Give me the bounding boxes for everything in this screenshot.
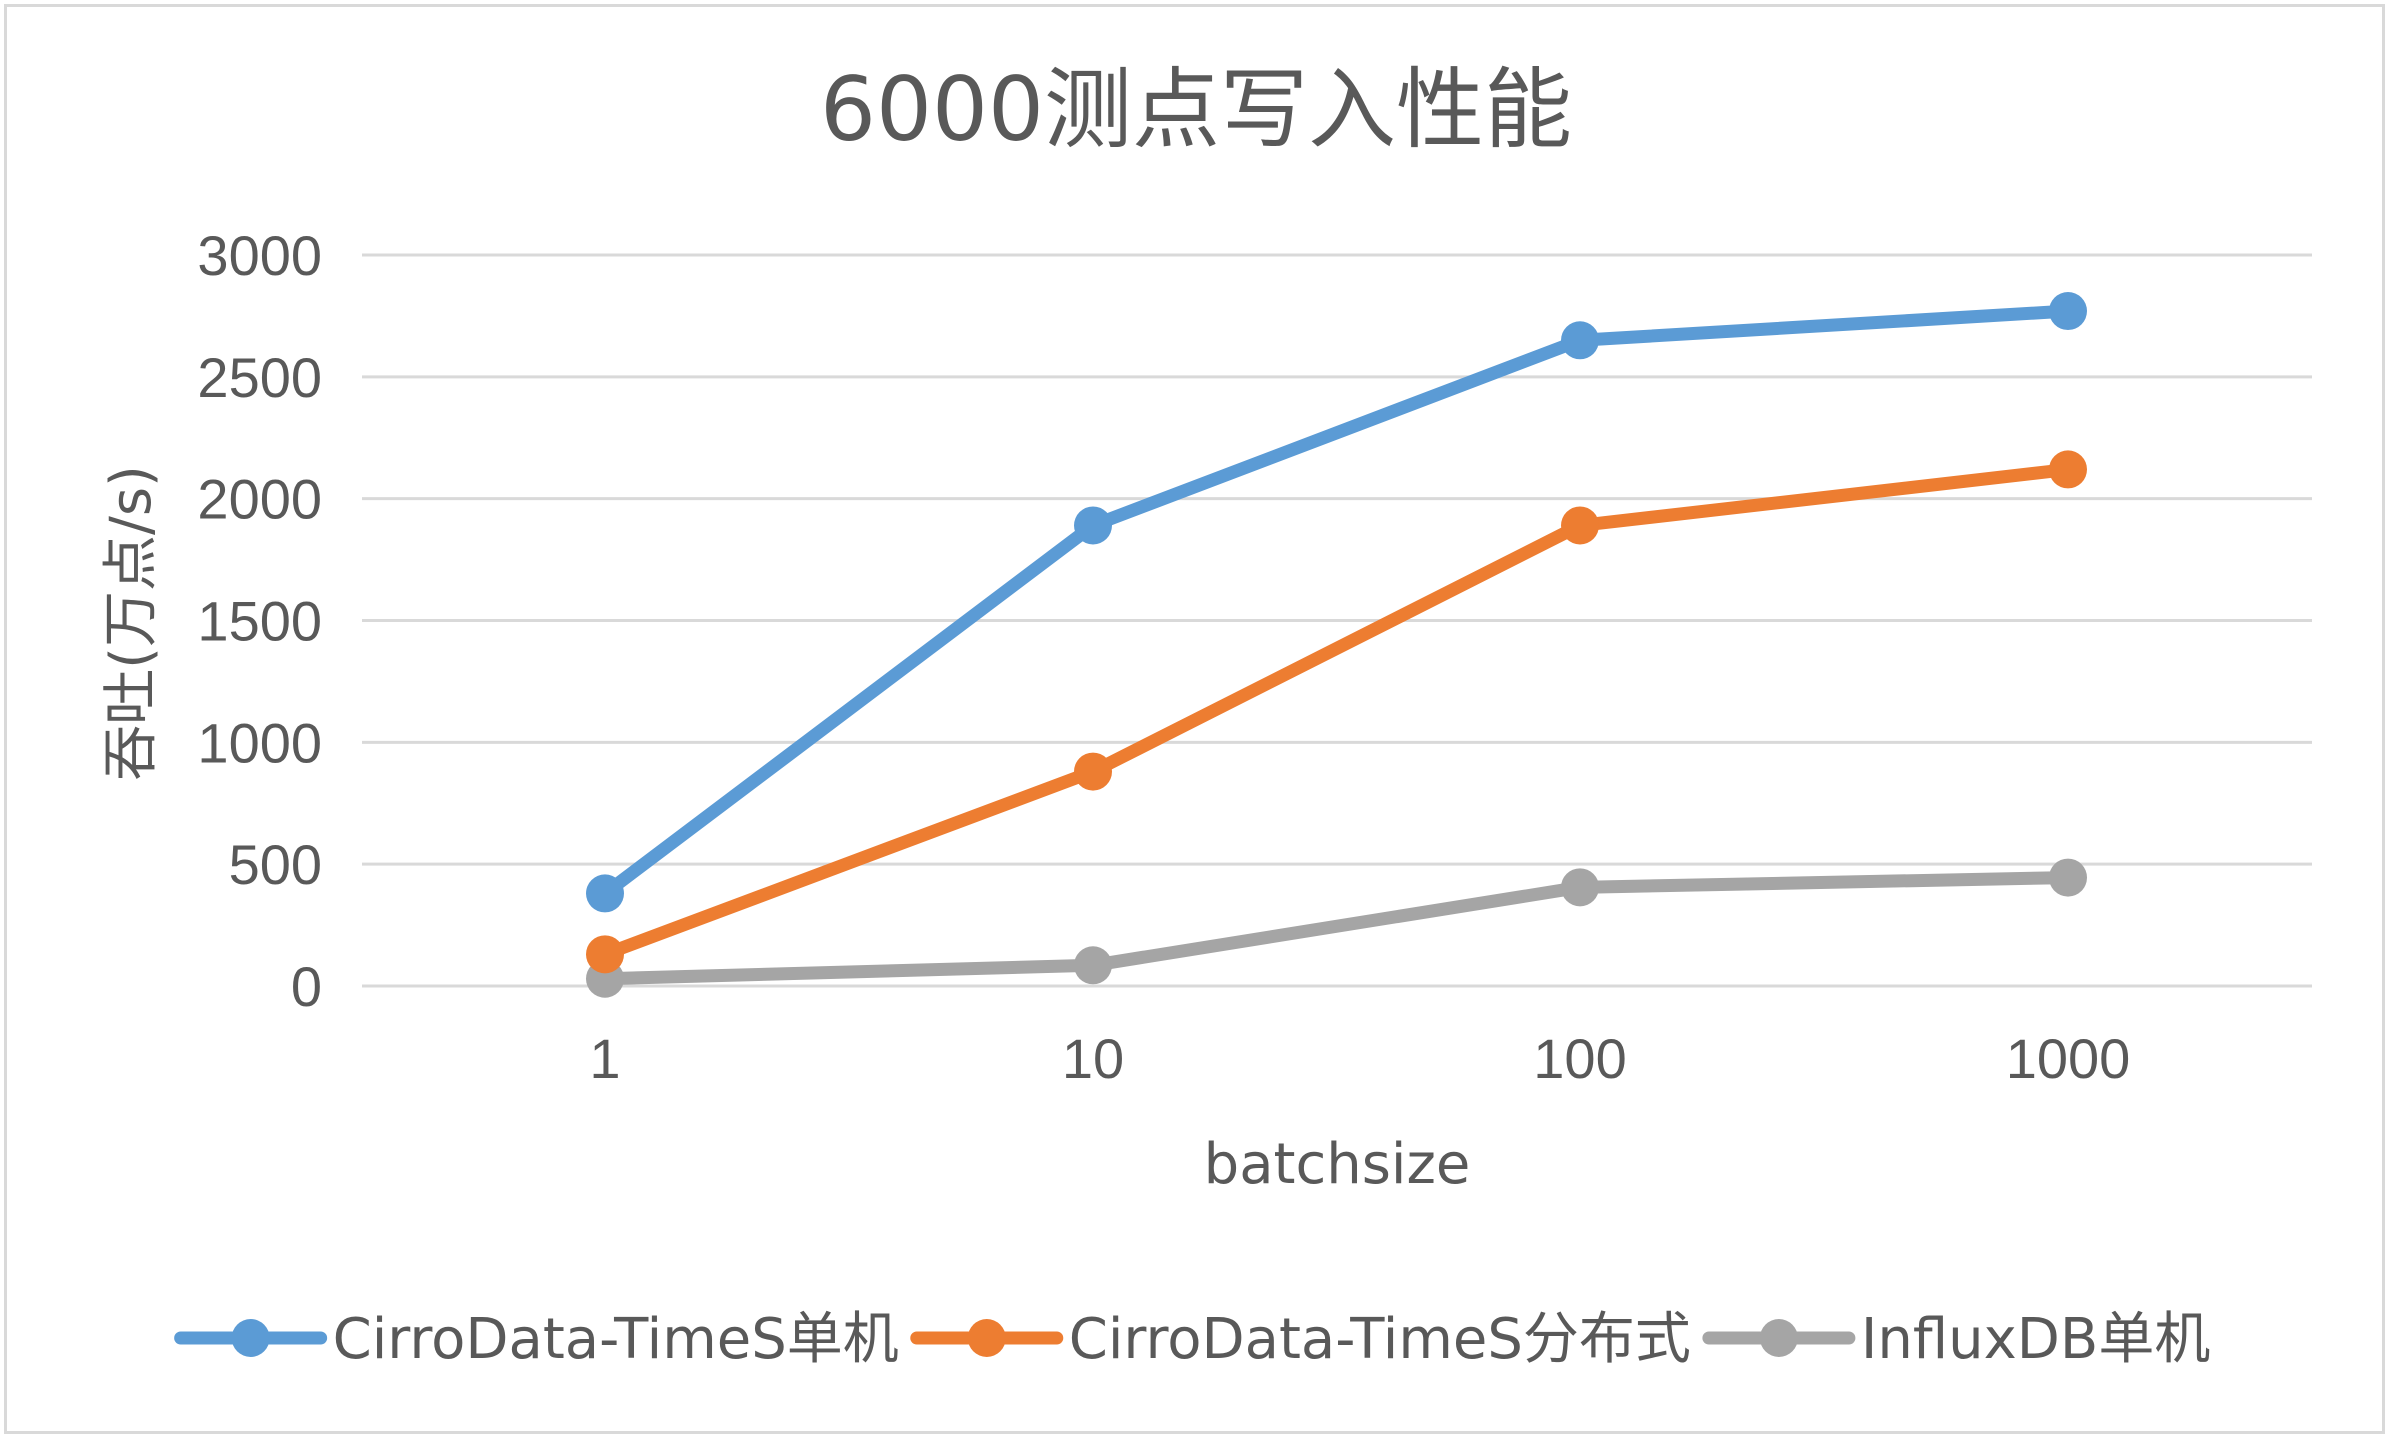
data-point xyxy=(2049,292,2087,331)
legend-marker xyxy=(231,1319,270,1357)
x-tick-label: 1 xyxy=(589,1027,620,1090)
legend-item: CirroData-TimeS分布式 xyxy=(910,1307,1691,1372)
data-point xyxy=(586,874,624,913)
y-tick-label: 3000 xyxy=(197,224,322,287)
x-tick-label: 100 xyxy=(1533,1027,1626,1090)
data-point xyxy=(1561,868,1599,907)
data-point xyxy=(586,935,624,974)
y-tick-label: 1500 xyxy=(197,590,322,653)
legend-item: InfluxDB单机 xyxy=(1702,1307,2210,1372)
y-tick-label: 0 xyxy=(291,955,322,1018)
x-axis-tick-labels: 1 10 100 1000 xyxy=(589,1027,2130,1090)
legend-item: CirroData-TimeS单机 xyxy=(174,1307,899,1372)
legend-label: CirroData-TimeS单机 xyxy=(333,1307,899,1372)
data-point xyxy=(1074,506,1112,545)
gridlines xyxy=(362,253,2312,988)
x-tick-label: 10 xyxy=(1062,1027,1124,1090)
legend-label: InfluxDB单机 xyxy=(1861,1307,2210,1372)
series-group xyxy=(586,450,2087,974)
data-point xyxy=(1561,506,1599,545)
legend-label: CirroData-TimeS分布式 xyxy=(1069,1307,1691,1372)
data-point xyxy=(2049,450,2087,489)
legend: CirroData-TimeS单机 CirroData-TimeS分布式 Influ… xyxy=(174,1307,2210,1372)
data-point xyxy=(2049,858,2087,897)
y-tick-label: 2000 xyxy=(197,468,322,531)
y-tick-label: 1000 xyxy=(197,711,322,774)
legend-marker xyxy=(1759,1319,1798,1357)
series-line xyxy=(598,462,2075,961)
y-axis-title: 吞吐(万点/s) xyxy=(99,465,164,781)
chart-title: 6000测点写入性能 xyxy=(820,58,1572,161)
y-tick-label: 500 xyxy=(229,833,322,896)
series-group xyxy=(586,292,2087,913)
x-tick-label: 1000 xyxy=(2006,1027,2131,1090)
y-tick-label: 2500 xyxy=(197,346,322,409)
data-point xyxy=(1074,752,1112,791)
series-lines xyxy=(586,292,2087,998)
legend-marker xyxy=(967,1319,1006,1357)
x-axis-title: batchsize xyxy=(1204,1132,1471,1197)
series-line xyxy=(598,871,2075,986)
data-point xyxy=(1561,321,1599,360)
y-axis-tick-labels: 0 500 1000 1500 2000 2500 3000 xyxy=(197,224,322,1018)
series-line xyxy=(598,304,2075,900)
data-point xyxy=(1074,946,1112,985)
